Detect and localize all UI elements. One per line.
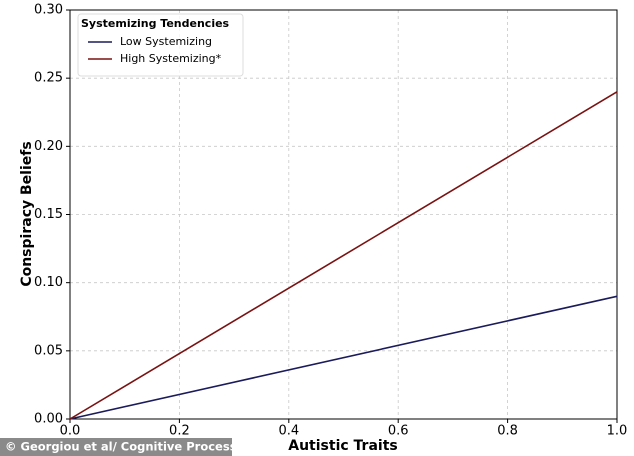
y-tick-label: 0.20 bbox=[34, 139, 63, 154]
y-axis-label: Conspiracy Beliefs bbox=[19, 141, 35, 286]
y-tick-label: 0.25 bbox=[34, 71, 63, 86]
legend-title: Systemizing Tendencies bbox=[81, 17, 230, 30]
y-tick-label: 0.15 bbox=[34, 207, 63, 222]
credit: © Georgiou et al/ Cognitive Processing bbox=[5, 440, 257, 454]
line-series bbox=[69, 91, 618, 420]
x-axis-label: Autistic Traits bbox=[288, 438, 397, 454]
legend-box bbox=[77, 13, 244, 77]
line-series bbox=[69, 295, 618, 420]
legend-label: High Systemizing* bbox=[120, 52, 222, 65]
legend-label: Low Systemizing bbox=[120, 35, 212, 48]
x-tick-label: 1.0 bbox=[607, 424, 628, 439]
y-tick-label: 0.10 bbox=[34, 275, 63, 290]
credit-bg bbox=[0, 438, 232, 456]
x-tick-label: 0.6 bbox=[388, 424, 409, 439]
y-tick-label: 0.30 bbox=[34, 3, 63, 18]
plot-frame bbox=[69, 9, 618, 420]
x-tick-label: 0.2 bbox=[169, 424, 190, 439]
y-tick-label: 0.05 bbox=[34, 343, 63, 358]
x-tick-label: 0.4 bbox=[278, 424, 299, 439]
x-tick-label: 0.8 bbox=[497, 424, 518, 439]
x-tick-label: 0.0 bbox=[60, 424, 81, 439]
y-tick-label: 0.00 bbox=[34, 412, 63, 427]
